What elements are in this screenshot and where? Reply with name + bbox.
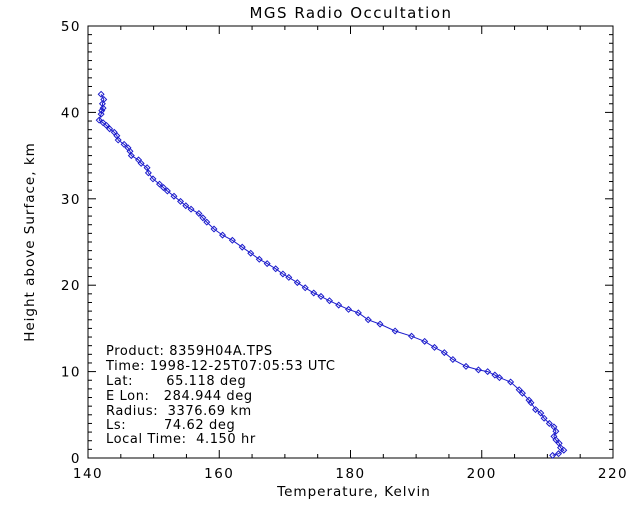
- data-point-marker: [95, 116, 103, 124]
- data-point-marker: [325, 297, 334, 305]
- y-axis-label: Height above Surface, km: [22, 142, 38, 342]
- data-point-marker: [114, 136, 122, 144]
- data-point-marker: [219, 231, 227, 239]
- data-point-marker: [159, 184, 167, 192]
- data-point-marker: [149, 175, 157, 183]
- data-point-marker: [182, 202, 190, 210]
- annotation-lat: Lat: 65.118 deg: [106, 374, 246, 389]
- data-point-marker: [484, 368, 492, 376]
- data-point-marker: [515, 386, 523, 394]
- x-tick-label: 180: [335, 466, 365, 482]
- data-point-marker: [170, 192, 178, 200]
- data-point-marker: [272, 265, 280, 273]
- chart-title: MGS Radio Occultation: [249, 4, 452, 22]
- data-point-marker: [391, 327, 399, 335]
- annotation-time: Time: 1998-12-25T07:05:53 UTC: [105, 359, 336, 374]
- data-point-marker: [102, 121, 110, 129]
- data-point-marker: [345, 305, 353, 313]
- data-point-marker: [430, 343, 439, 351]
- y-tick-label: 0: [71, 451, 81, 467]
- x-axis-label: Temperature, Kelvin: [276, 484, 431, 500]
- plot-axes: 140 160 180 200 220 0 10 20 30 40 50: [61, 19, 628, 482]
- data-point-marker: [527, 399, 535, 407]
- data-point-marker: [335, 301, 343, 309]
- annotation-ls: Ls: 74.62 deg: [106, 418, 235, 433]
- data-point-marker: [540, 414, 548, 422]
- data-point-marker: [98, 107, 106, 115]
- data-point-marker: [495, 374, 503, 382]
- data-point-marker: [552, 427, 560, 435]
- data-point-marker: [376, 320, 384, 328]
- annotation-local-time: Local Time: 4.150 hr: [106, 432, 256, 447]
- data-point-marker: [507, 378, 515, 386]
- data-point-marker: [354, 309, 362, 317]
- x-tick-label: 140: [73, 466, 103, 482]
- y-tick-label: 50: [61, 19, 81, 35]
- data-point-marker: [263, 260, 271, 268]
- annotation-elon: E Lon: 284.944 deg: [106, 389, 253, 404]
- data-point-marker: [203, 218, 211, 226]
- data-point-marker: [255, 255, 263, 263]
- data-point-marker: [552, 436, 560, 444]
- data-point-marker: [545, 419, 553, 427]
- data-point-marker: [560, 446, 568, 454]
- y-tick-label: 20: [61, 278, 81, 294]
- y-tick-label: 30: [61, 192, 81, 208]
- data-point-marker: [144, 169, 152, 177]
- data-point-marker: [317, 292, 325, 300]
- data-point-marker: [301, 284, 309, 292]
- data-point-marker: [462, 362, 470, 370]
- data-point-marker: [177, 197, 185, 205]
- data-point-marker: [555, 450, 563, 458]
- data-point-marker: [537, 409, 545, 417]
- data-point-marker: [293, 279, 301, 287]
- data-point-marker: [532, 406, 540, 414]
- data-point-marker: [127, 152, 135, 160]
- data-point-marker: [156, 180, 164, 188]
- data-point-marker: [187, 205, 195, 213]
- x-tick-label: 200: [467, 466, 497, 482]
- data-point-marker: [279, 270, 287, 278]
- data-point-marker: [199, 214, 207, 222]
- annotation-radius: Radius: 3376.69 km: [106, 404, 252, 419]
- data-point-marker: [440, 349, 448, 357]
- y-tick-label: 40: [61, 105, 81, 121]
- data-point-marker: [491, 371, 499, 379]
- data-point-marker: [120, 140, 128, 148]
- annotation-block: Product: 8359H04A.TPS Time: 1998-12-25T0…: [105, 344, 336, 447]
- data-point-marker: [143, 164, 151, 172]
- data-point-marker: [285, 273, 293, 281]
- data-point-marker: [228, 236, 236, 244]
- data-point-marker: [364, 316, 372, 324]
- data-point-marker: [449, 355, 457, 364]
- data-point-marker: [247, 249, 255, 257]
- data-point-marker: [210, 225, 218, 233]
- data-point-marker: [163, 187, 171, 195]
- data-point-marker: [421, 337, 429, 345]
- data-point-marker: [97, 90, 105, 98]
- annotation-product: Product: 8359H04A.TPS: [106, 344, 273, 359]
- data-point-marker: [549, 451, 557, 459]
- data-point-marker: [99, 104, 107, 112]
- data-point-marker: [238, 243, 246, 251]
- data-point-marker: [474, 366, 482, 374]
- data-point-marker: [518, 389, 526, 397]
- temperature-profile-curve: [95, 90, 568, 459]
- data-point-marker: [137, 159, 145, 167]
- x-tick-label: 160: [204, 466, 234, 482]
- data-point-marker: [97, 110, 105, 118]
- data-point-marker: [106, 125, 114, 133]
- y-tick-label: 10: [61, 365, 81, 381]
- x-tick-label: 220: [598, 466, 628, 482]
- data-point-marker: [310, 289, 318, 297]
- data-point-marker: [408, 332, 416, 340]
- data-point-marker: [195, 209, 203, 217]
